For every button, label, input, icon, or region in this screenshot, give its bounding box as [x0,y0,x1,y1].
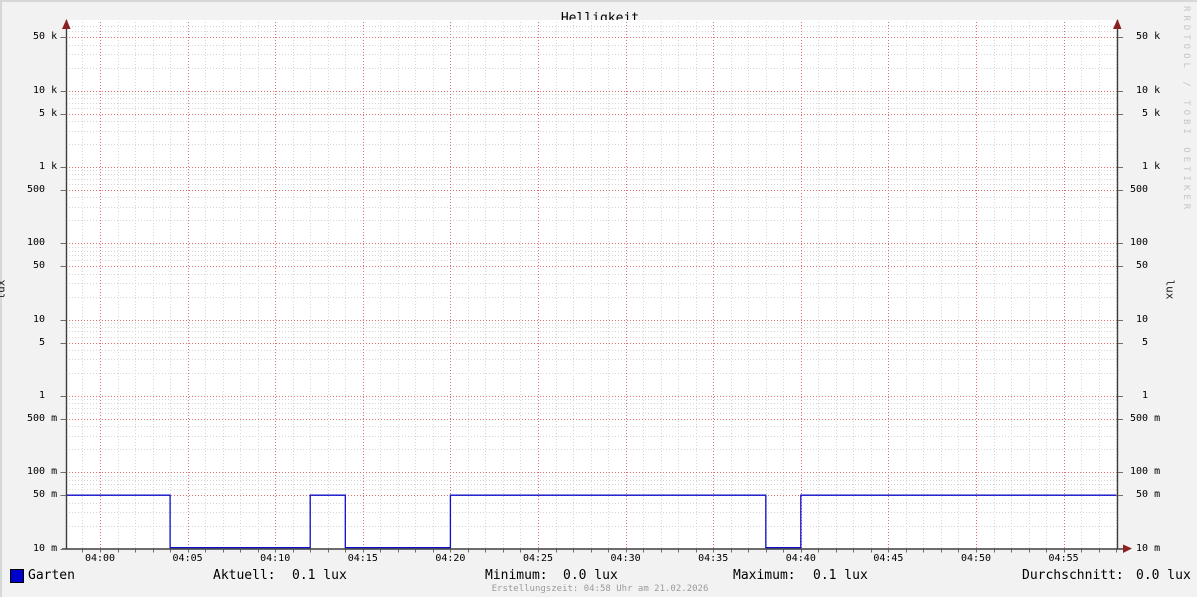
y-axis-arrow-left [62,19,71,29]
series-color-swatch [10,569,24,583]
x-axis-label: 04:05 [172,553,203,564]
y-axis-label-left: 50 [27,260,58,272]
stat-value-minimum: 0.0 lux [563,568,618,583]
x-axis-label: 04:55 [1048,553,1079,564]
y-axis-label-right: 1 [1130,389,1161,401]
y-axis-label-right: 10 [1130,313,1161,325]
y-axis-label-left: 50 m [27,489,58,501]
y-axis-label-left: 5 k [27,107,58,119]
grid-major [66,22,1117,549]
x-axis-label: 04:30 [610,553,641,564]
y-axis-label-right: 10 k [1130,84,1161,96]
x-axis-label: 04:35 [698,553,729,564]
y-axis-label-right: 50 k [1130,31,1161,43]
creation-timestamp: Erstellungszeit: 04:58 Uhr am 21.02.2026 [491,584,709,594]
stat-value-aktuell: 0.1 lux [292,568,347,583]
y-axis-label-right: 10 m [1130,542,1161,554]
x-axis-label: 04:00 [84,553,116,564]
x-axis-arrow [1123,544,1132,553]
stat-label-durchschnitt: Durchschnitt: [1022,568,1124,583]
series-name: Garten [28,568,75,583]
y-axis-arrow-right [1113,19,1122,29]
y-axis-label-right: 500 m [1130,412,1161,424]
y-axis-label-left: 1 [27,389,58,401]
y-axis-label-right: 100 [1130,237,1161,249]
y-axis-label-left: 10 k [27,84,58,96]
x-axis-label: 04:45 [873,553,904,564]
y-axis-label-left: 500 m [27,412,58,424]
x-axis-label: 04:20 [435,553,466,564]
y-axis-label-left: 10 m [27,542,58,554]
axes [62,20,1124,550]
stat-value-maximum: 0.1 lux [813,568,868,583]
y-axis-label-right: 50 m [1130,489,1161,501]
stat-label-aktuell: Aktuell: [213,568,276,583]
tick-marks [60,37,1123,553]
y-axis-label-right: 1 k [1130,161,1161,172]
x-axis-label: 04:40 [785,553,816,564]
rrdtool-watermark: RRDTOOL / TOBI OETIKER [1181,6,1191,214]
y-axis-label-left: 100 m [27,466,58,478]
y-axis-label-left: 100 [27,237,58,249]
data-line-garten [66,494,1117,549]
x-axis-label: 04:15 [347,553,378,564]
stat-label-maximum: Maximum: [733,568,796,583]
y-axis-unit-right: lux [1163,279,1177,300]
y-axis-label-right: 5 [1130,336,1161,348]
y-axis-label-left: 1 k [27,161,58,172]
legend-row: Garten Aktuell: 0.1 lux Minimum: 0.0 lux… [0,568,1200,584]
grid-minor [66,22,1117,549]
y-axis-label-left: 50 k [27,31,58,43]
x-axis-label: 04:10 [260,553,291,564]
y-axis-label-right: 50 [1130,260,1161,272]
y-axis-unit-left: lux [0,279,8,300]
y-axis-label-right: 5 k [1130,107,1161,119]
y-axis-label-right: 500 [1130,183,1161,195]
y-axis-label-right: 100 m [1130,466,1161,478]
stat-value-durchschnitt: 0.0 lux [1136,568,1191,583]
x-axis-label: 04:25 [522,553,554,564]
y-axis-label-left: 10 [27,313,58,325]
y-axis-label-left: 500 [27,183,58,195]
y-axis-label-left: 5 [27,336,58,348]
stat-label-minimum: Minimum: [485,568,548,583]
axis-arrows [62,19,1132,553]
x-axis-label: 04:50 [960,553,992,564]
